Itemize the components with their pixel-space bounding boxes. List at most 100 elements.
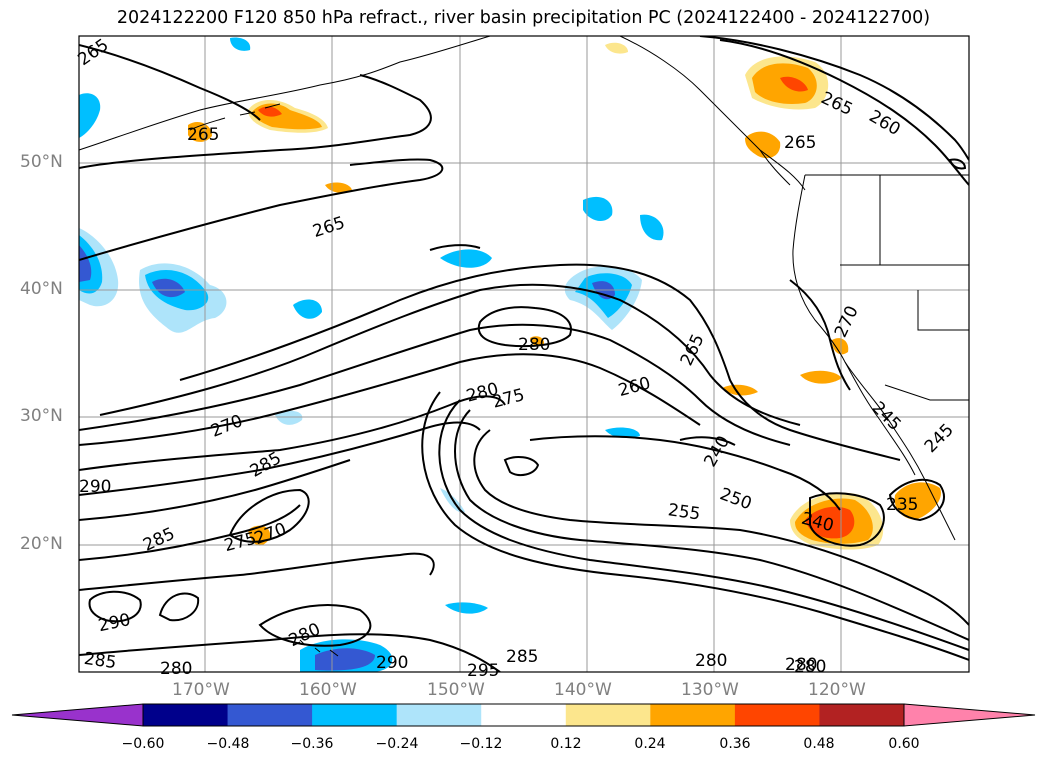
precip-positive-area (805, 506, 855, 539)
lon-label-150w: 150°W (427, 680, 485, 700)
lat-label-50n: 50°N (20, 152, 63, 172)
lat-label-20n: 20°N (20, 534, 63, 554)
contour-line (228, 488, 310, 543)
contour-label: 280 (160, 659, 192, 679)
lon-label-160w: 160°W (299, 680, 357, 700)
colorbar-swatch (227, 704, 313, 726)
colorbar-tick: −0.12 (459, 736, 503, 752)
contour-label: 290 (97, 610, 133, 636)
contour-line (503, 456, 540, 477)
colorbar-swatch (396, 704, 482, 726)
lon-label-170w: 170°W (172, 680, 230, 700)
contour-line (477, 306, 572, 348)
contour-line (79, 323, 791, 446)
colorbar-tick: 0.12 (550, 736, 582, 752)
precip-positive-area (258, 106, 282, 117)
contour-label: 280 (794, 657, 826, 677)
aleutian-islands (189, 103, 281, 131)
precip-negative-area (79, 245, 92, 282)
contour-label: 280 (518, 335, 550, 355)
contour-line (79, 459, 351, 521)
lat-label-30n: 30°N (20, 406, 63, 426)
contour-label: 290 (376, 653, 408, 673)
contour-label: 270 (831, 303, 863, 341)
contour-line (79, 74, 432, 169)
colorbar-swatch (481, 704, 567, 726)
colorbar-swatch (650, 704, 736, 726)
contour-label: 280 (695, 651, 727, 671)
map-frame (78, 35, 970, 673)
contour-line (789, 279, 851, 391)
contour-line (79, 504, 301, 561)
contour-line (888, 478, 945, 522)
contour-line (438, 399, 969, 651)
colorbar-swatch (819, 704, 905, 726)
contour-label: 295 (467, 661, 499, 681)
contour-line (79, 421, 481, 496)
contour-line (258, 604, 372, 647)
precip-negative-area (79, 93, 101, 138)
precip-positive-area (722, 384, 758, 396)
alaska-coast (79, 36, 491, 151)
precip-negative-area (445, 602, 488, 614)
contour-label: 285 (506, 647, 538, 667)
mexico-border (884, 384, 969, 401)
contour-label: 285 (83, 649, 118, 673)
colorbar-tick: −0.48 (206, 736, 250, 752)
colorbar-extend-low (11, 703, 144, 727)
contour-label: 255 (667, 500, 702, 524)
colorbar-tick: 0.60 (888, 736, 920, 752)
lon-label-130w: 130°W (681, 680, 739, 700)
contour-label: 290 (79, 477, 111, 497)
contour-label: 245 (868, 398, 905, 435)
colorbar-tick: −0.60 (121, 736, 165, 752)
contour-label: 265 (187, 125, 219, 145)
contour-line (79, 395, 506, 471)
contour-line (699, 36, 969, 161)
contour-label: 240 (700, 433, 734, 471)
colorbar-tick: 0.24 (634, 736, 666, 752)
contour-line (454, 409, 969, 641)
contour-line (79, 158, 444, 261)
precip-negative-area (275, 410, 303, 425)
precip-negative-area (152, 278, 185, 298)
colorbar-tick: −0.36 (290, 736, 334, 752)
refractivity-contours (79, 36, 969, 672)
colorbar-swatch (734, 704, 820, 726)
contour-line (679, 436, 736, 446)
precip-negative-area (440, 249, 492, 268)
state-border (917, 290, 969, 331)
contour-label: 270 (208, 411, 246, 442)
contour-label: 265 (74, 35, 112, 70)
precip-negative-area (640, 214, 664, 241)
colorbar-extend-high (903, 703, 1036, 727)
colorbar-swatch (312, 704, 398, 726)
contour-line (948, 158, 967, 170)
colorbar-swatch (143, 704, 229, 726)
contour-label: 275 (222, 529, 259, 557)
lon-label-140w: 140°W (554, 680, 612, 700)
map-title: 2024122200 F120 850 hPa refract., river … (116, 8, 931, 28)
precip-positive-area (832, 338, 849, 355)
contour-label: 265 (677, 331, 709, 369)
precip-positive-area (780, 76, 808, 92)
precip-positive-area (894, 482, 941, 520)
alaska-panhandle-coast (619, 36, 806, 191)
colorbar-swatch (565, 704, 651, 726)
precip-negative-area (315, 648, 375, 671)
contour-line (473, 429, 969, 626)
lon-label-120w: 120°W (808, 680, 866, 700)
contour-line (429, 244, 481, 251)
precip-negative-area (293, 299, 322, 319)
baja-peninsula (844, 361, 916, 476)
contour-label: 260 (866, 106, 904, 140)
contour-label: 235 (886, 495, 918, 515)
precip-negative-area (230, 37, 251, 51)
contour-line (79, 353, 701, 446)
contour-line (809, 492, 885, 547)
precip-positive-area (800, 370, 842, 384)
contour-line (79, 552, 435, 591)
contour-line (88, 590, 142, 623)
precip-negative-area (583, 196, 613, 222)
contour-label: 250 (717, 484, 754, 514)
